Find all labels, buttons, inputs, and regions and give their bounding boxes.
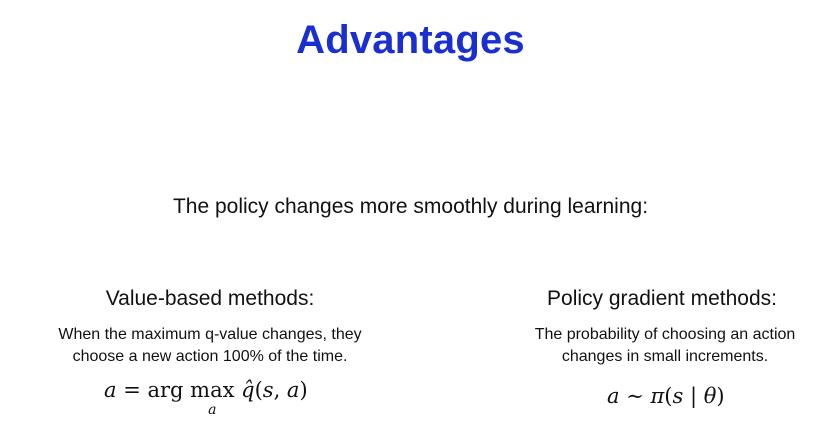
policy-formula: a ∼ π(s | θ): [607, 384, 725, 408]
argmax-formula: a = arg max a q̂(s, a): [104, 378, 308, 418]
value-based-description-line-1: When the maximum q-value changes, they: [58, 326, 362, 343]
policy-gradient-description-line-2: changes in small increments.: [561, 348, 769, 365]
value-based-description-line-2: choose a new action 100% of the time.: [72, 348, 348, 365]
slide-title: Advantages: [296, 18, 525, 62]
value-based-heading: Value-based methods:: [105, 287, 315, 310]
max-operator: max a: [190, 378, 235, 418]
policy-gradient-description: The probability of choosing an action ch…: [470, 324, 821, 368]
value-based-description: When the maximum q-value changes, they c…: [10, 324, 410, 368]
policy-gradient-description-line-1: The probability of choosing an action: [534, 326, 796, 343]
policy-gradient-heading: Policy gradient methods:: [547, 287, 777, 310]
slide-subtitle: The policy changes more smoothly during …: [172, 195, 649, 218]
